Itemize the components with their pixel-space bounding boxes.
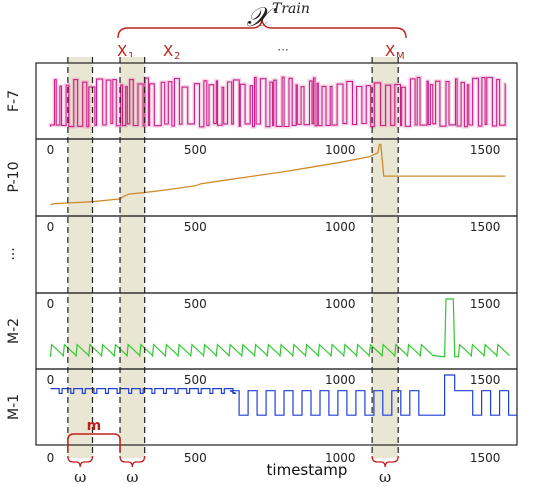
- row-label-p10: P-10: [6, 161, 22, 192]
- x-tick-label: 0: [47, 373, 55, 387]
- m-bracket: [67, 433, 121, 452]
- train-set-brace: [117, 17, 407, 39]
- svg-text:X: X: [385, 42, 395, 60]
- x-tick-label: 1500: [470, 143, 501, 157]
- row-label-ellipsis: ···: [6, 247, 22, 260]
- series-f7-line: [49, 76, 506, 128]
- x-tick-label: 1500: [470, 297, 501, 311]
- window-label-xm: X M: [385, 42, 405, 62]
- train-set-superscript: Train: [272, 1, 310, 17]
- panel-m1: M-1: [6, 368, 518, 446]
- window-label-x2: X 2: [163, 42, 180, 62]
- svg-text:X: X: [163, 42, 173, 60]
- x-tick-label: 500: [184, 220, 207, 234]
- panels: F-7 P-10 ··· M-2 M-1: [6, 62, 518, 446]
- window-label-ellipsis: ···: [277, 43, 288, 57]
- svg-text:2: 2: [174, 51, 180, 62]
- omega-label: ω: [74, 468, 86, 486]
- svg-text:M: M: [396, 51, 405, 62]
- series-m1: [50, 374, 518, 416]
- omega-brace-1: [67, 455, 94, 468]
- omega-label: ω: [379, 468, 391, 486]
- tick-labels: 0 500 1000 1500 0 500 1000 1500 0 500 1000 1500 0 500…: [47, 143, 501, 465]
- omega-label: ω: [126, 468, 138, 486]
- x-tick-label: 0: [47, 451, 55, 465]
- x-tick-label: 1500: [470, 220, 501, 234]
- row-label-f7: F-7: [6, 90, 22, 112]
- series-f7: [48, 75, 508, 129]
- x-tick-label: 500: [184, 297, 207, 311]
- x-tick-label: 500: [184, 373, 207, 387]
- x-tick-label: 1000: [325, 373, 356, 387]
- omega-brace-2: [119, 455, 146, 468]
- row-label-m1: M-1: [6, 394, 22, 420]
- x-tick-label: 1500: [470, 451, 501, 465]
- x-tick-label: 1500: [470, 373, 501, 387]
- x-tick-label: 1000: [325, 143, 356, 157]
- series-m2: [49, 298, 510, 358]
- x-tick-label: 1000: [325, 220, 356, 234]
- window-borders: [67, 57, 399, 458]
- omega-brace-3: [371, 455, 399, 468]
- series-f7-glow: [48, 75, 508, 129]
- x-tick-label: 0: [47, 143, 55, 157]
- x-tick-label: 500: [184, 143, 207, 157]
- train-set-title: 𝒳 Train: [117, 1, 407, 39]
- svg-text:1: 1: [128, 51, 134, 62]
- x-tick-label: 0: [47, 220, 55, 234]
- x-tick-label: 0: [47, 297, 55, 311]
- svg-text:X: X: [117, 42, 127, 60]
- x-tick-label: 1000: [325, 451, 356, 465]
- x-tick-label: 500: [184, 451, 207, 465]
- window-labels: X 1 X 2 ··· X M: [117, 42, 405, 62]
- window-label-x1: X 1: [117, 42, 134, 62]
- x-tick-label: 1000: [325, 297, 356, 311]
- series-m2-line: [49, 298, 510, 358]
- row-label-m2: M-2: [6, 318, 22, 344]
- x-axis-label: timestamp: [267, 461, 348, 479]
- m-label: m: [87, 418, 102, 434]
- series-p10-line: [50, 143, 506, 206]
- series-p10: [50, 143, 506, 206]
- series-m1-line: [50, 374, 518, 416]
- m-annotation: m: [67, 418, 121, 452]
